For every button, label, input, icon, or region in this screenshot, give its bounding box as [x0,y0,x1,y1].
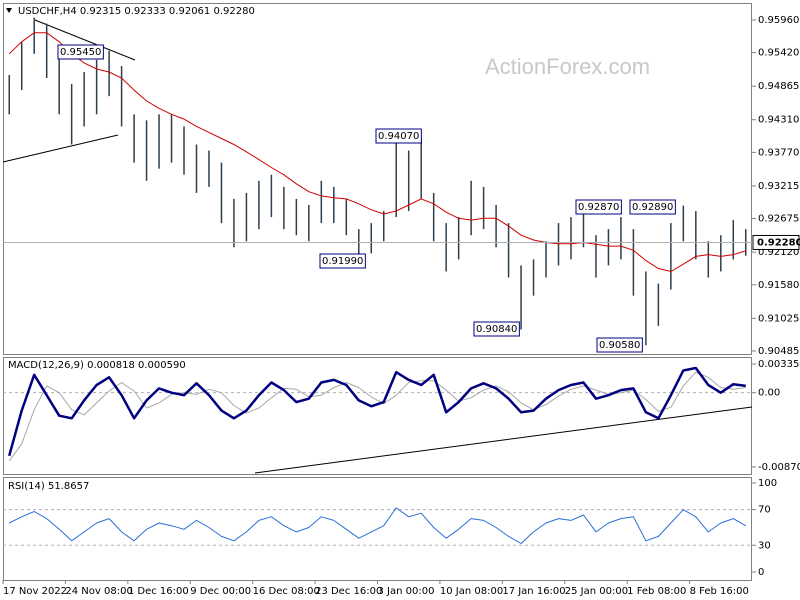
indicator-line [8,371,746,462]
y-tick-label: 0.95420 [758,48,799,59]
macd-panel [3,357,752,475]
y-tick-label: 0.95960 [758,15,799,26]
annotation-box [473,321,520,337]
y-tick-label: 0.91580 [758,280,799,291]
watermark: ActionForex.com [485,54,650,79]
rsi-header: RSI(14) 51.8657 [8,481,89,492]
y-tick-label: -0.008706 [758,462,800,473]
last-price-label: 0.92280 [757,237,800,248]
trendline [34,19,136,61]
x-tick-label: 8 Feb 16:00 [690,586,749,597]
annotation-box [629,199,676,215]
annotation-box [596,337,643,353]
x-tick-label: 10 Jan 08:00 [440,586,503,597]
indicator-line [7,366,746,457]
x-tick-label: 3 Jan 00:00 [378,586,435,597]
x-tick-label: 25 Jan 00:00 [565,586,628,597]
x-tick-label: 17 Nov 2022 [3,586,67,597]
y-tick-label: 0.93215 [758,181,799,192]
annotation: 0.92890 [632,202,673,213]
indicator-line [8,507,747,544]
annotation-box [57,44,104,60]
last-price-box [752,234,800,250]
annotation: 0.90840 [476,324,517,335]
moving-average [8,32,746,273]
x-tick-label: 24 Nov 08:00 [65,586,132,597]
annotation-box [375,128,422,144]
price-panel [3,3,752,355]
y-tick-label: 100 [758,478,777,489]
y-tick-label: 0.92675 [758,214,799,225]
y-tick-label: 0.90485 [758,346,799,357]
annotation-box [319,253,366,269]
annotation: 0.90580 [599,340,640,351]
x-tick-label: 16 Dec 08:00 [253,586,320,597]
annotation: 0.92870 [578,202,619,213]
y-tick-label: 0.91025 [758,313,799,324]
y-tick-label: 0.003356 [758,359,800,370]
x-tick-label: 9 Dec 00:00 [190,586,251,597]
x-tick-label: 1 Dec 16:00 [128,586,189,597]
y-tick-label: 0.93770 [758,147,799,158]
x-tick-label: 1 Feb 08:00 [627,586,686,597]
macd-header: MACD(12,26,9) 0.000818 0.000590 [8,360,186,371]
annotation: 0.95450 [60,47,101,58]
y-tick-label: 0.94310 [758,115,799,126]
price-header: USDCHF,H4 0.92315 0.92333 0.92061 0.9228… [18,6,255,17]
annotation-box [575,199,622,215]
y-tick-label: 70 [758,505,771,516]
trendline [254,406,753,474]
y-tick-label: 30 [758,540,771,551]
menu-arrow [6,8,12,13]
x-tick-label: 23 Dec 16:00 [315,586,382,597]
y-tick-label: 0.00 [758,388,780,399]
y-tick-label: 0 [758,567,764,578]
annotation: 0.91990 [322,256,363,267]
trendline [2,134,119,163]
x-tick-label: 17 Jan 16:00 [502,586,565,597]
y-tick-label: 0.92120 [758,247,799,258]
annotation: 0.94070 [378,131,419,142]
y-tick-label: 0.94865 [758,81,799,92]
